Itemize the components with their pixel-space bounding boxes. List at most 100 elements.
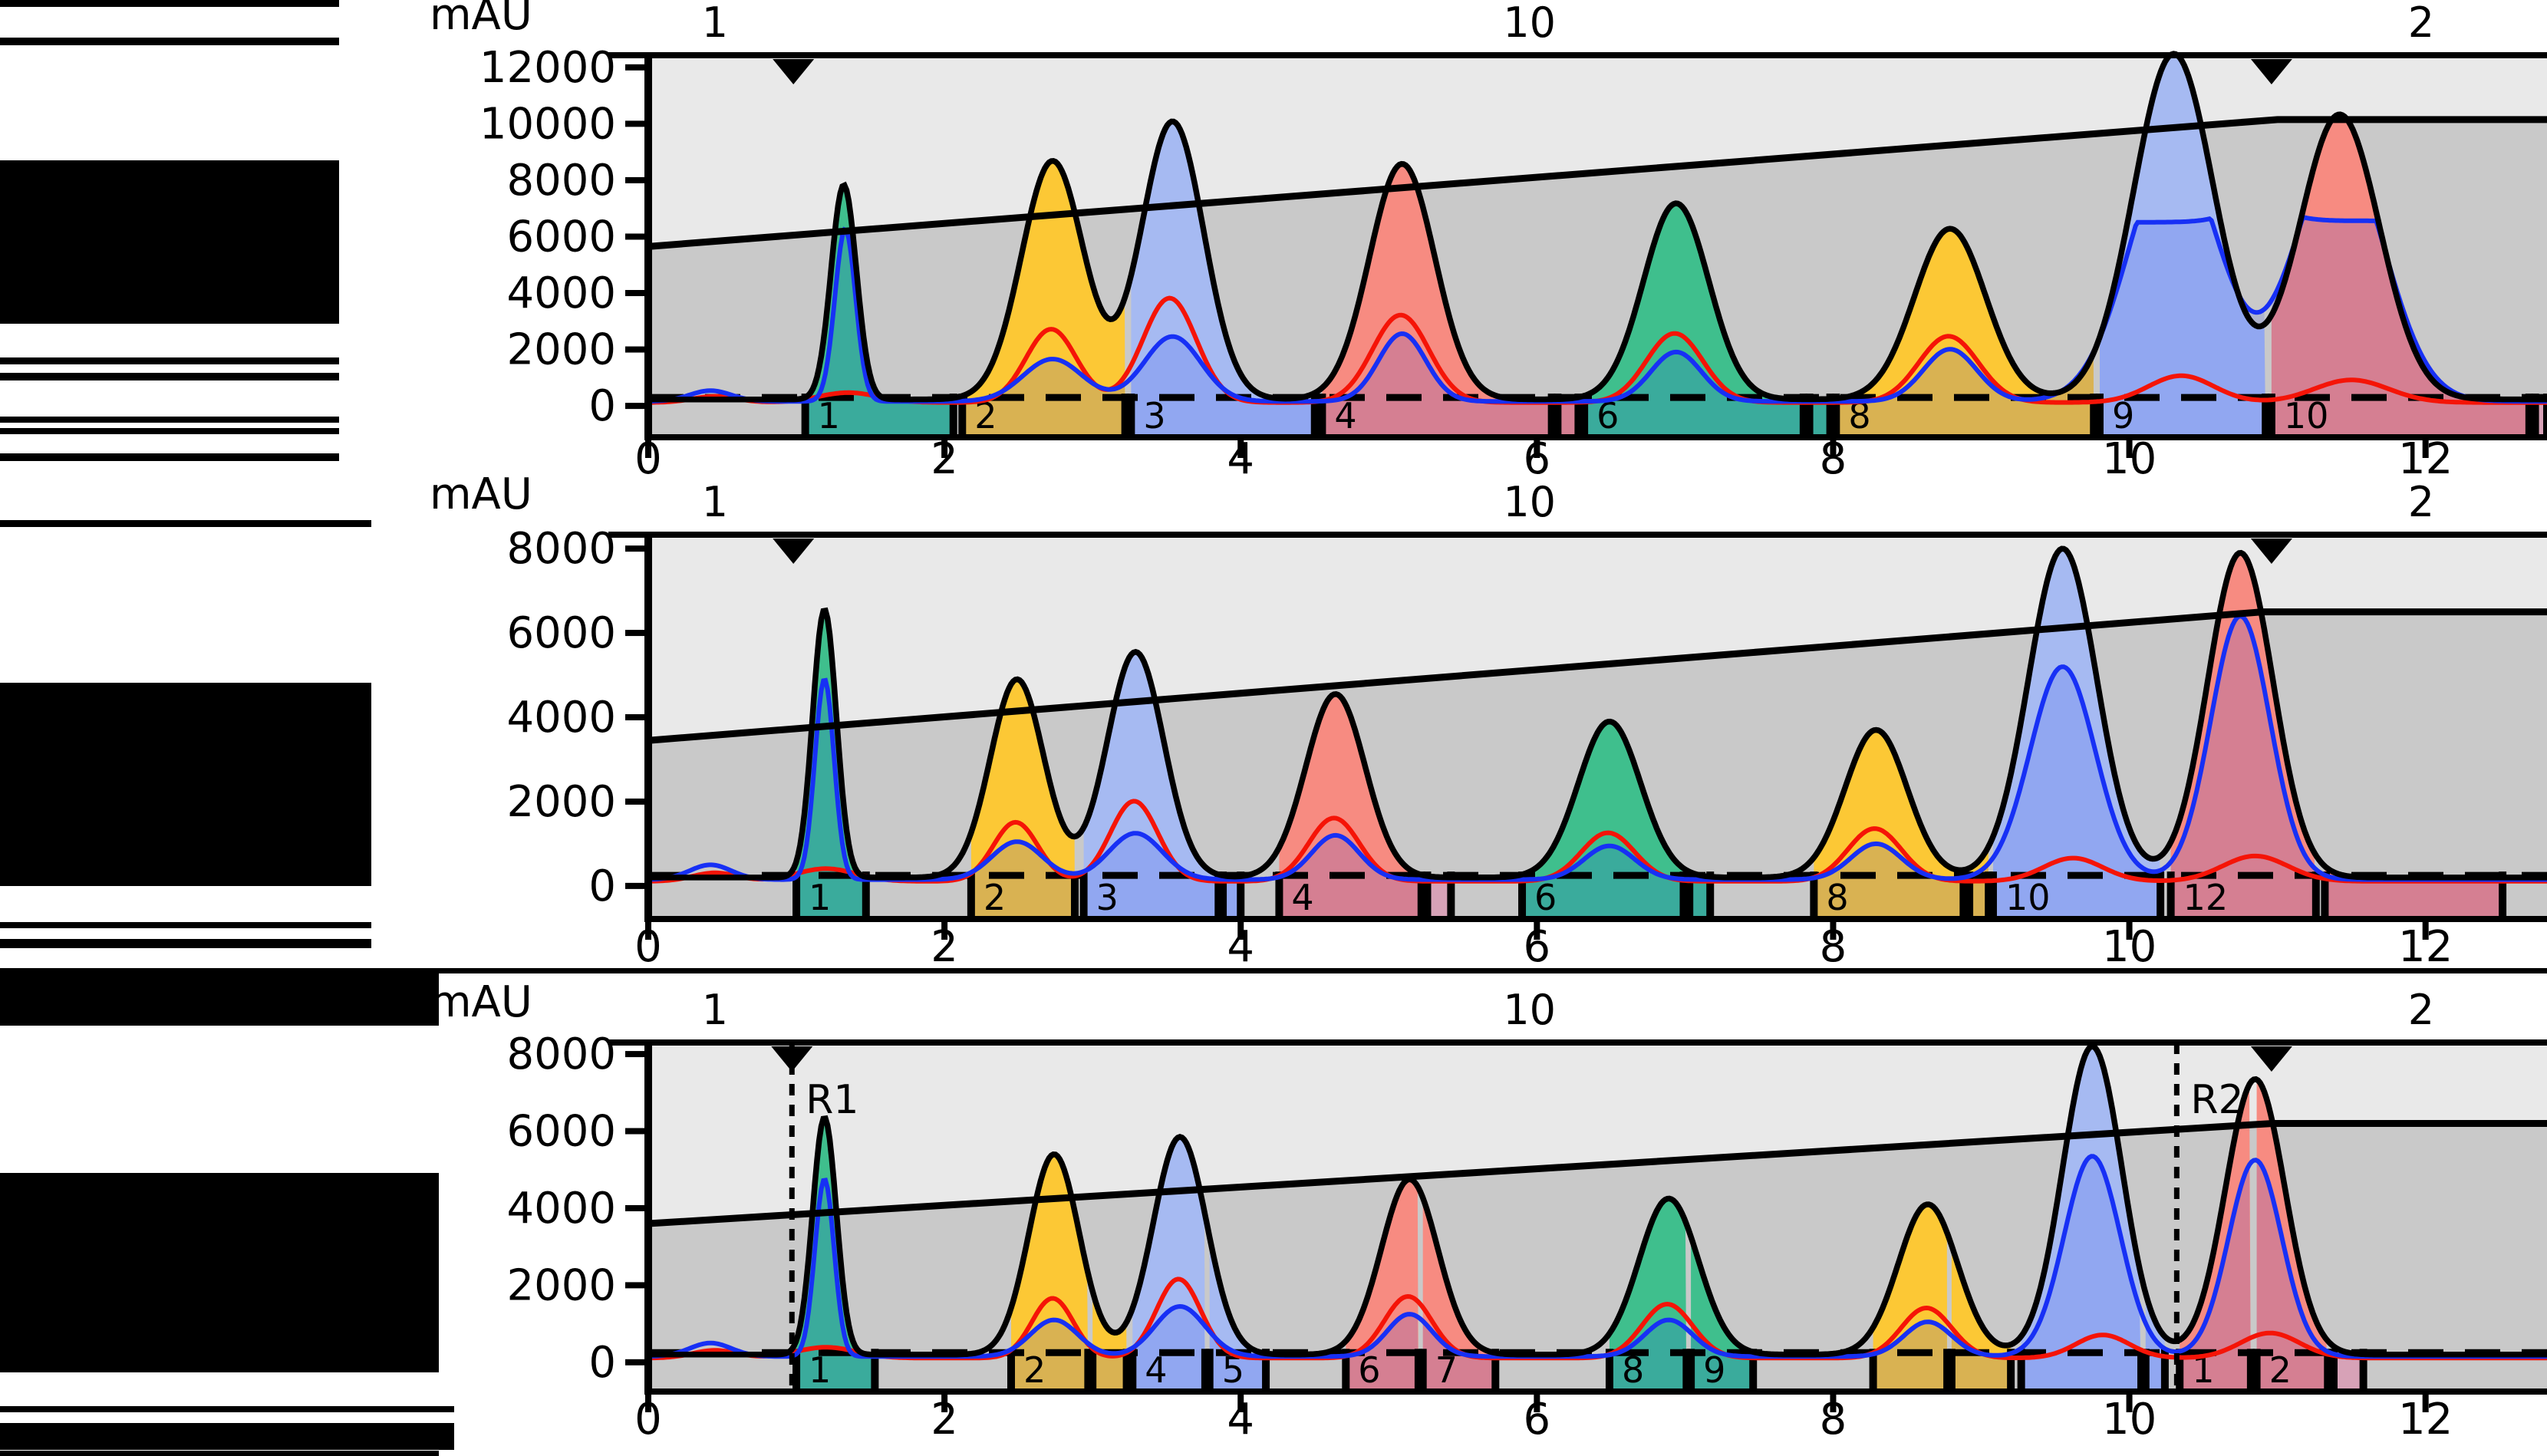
fraction-label: 1 xyxy=(818,395,840,436)
x-tick xyxy=(1830,1392,1837,1412)
fraction-fill-blue-tint xyxy=(805,229,954,435)
y-tick-label: 6000 xyxy=(506,212,616,262)
uv-blue-curve xyxy=(647,614,2547,882)
fraction-separator xyxy=(1121,394,1129,435)
x-tick-label: 2 xyxy=(931,434,958,476)
fraction-label: 7 xyxy=(1435,1349,1458,1391)
fraction-fill xyxy=(1346,1179,1418,1389)
fraction-fill-blue-tint xyxy=(1993,667,2161,917)
x-tick-label: 6 xyxy=(1524,434,1551,476)
fraction-separator xyxy=(1275,871,1283,917)
fraction-separator xyxy=(2321,871,2329,917)
y-axis-title: mAU xyxy=(430,476,532,519)
fraction-fill-blue-tint xyxy=(2170,616,2316,917)
fraction-fill-blue-tint xyxy=(1557,401,1579,435)
fraction-separator xyxy=(1869,1349,1877,1389)
fraction-fill xyxy=(2100,54,2266,435)
y-axis-title: mAU xyxy=(430,0,532,40)
chromatogram-panel-top-chromatogram[interactable]: 1 2 3 4 6 8 9 10 12000 10000 8000 6000 4000 2000 0 mAU 0… xyxy=(0,0,2547,476)
x-tick xyxy=(645,920,651,940)
x-tick-label: 6 xyxy=(1524,1395,1551,1444)
fraction-separator xyxy=(1749,1349,1758,1389)
fraction-separator xyxy=(792,1349,801,1389)
redacted-text-bar xyxy=(0,357,339,364)
gradient-line xyxy=(647,1119,2547,1227)
x-tick-label: 8 xyxy=(1820,922,1847,972)
fraction-fill-blue-tint xyxy=(796,680,866,917)
fraction-separator xyxy=(792,871,801,917)
x-tick-label: 10 xyxy=(2102,1395,2157,1444)
y-tick xyxy=(625,290,648,297)
x-tick-label: 0 xyxy=(634,922,662,972)
fraction-separator xyxy=(1799,394,1807,435)
y-axis-line xyxy=(644,1039,652,1392)
fraction-separator xyxy=(1205,1349,1214,1389)
fraction-separator xyxy=(958,394,967,435)
x-tick xyxy=(941,920,948,940)
y-tick-label: 0 xyxy=(588,1338,616,1388)
fraction-label: 4 xyxy=(1291,877,1313,918)
x-tick-label: 0 xyxy=(634,434,662,476)
fraction-label: 8 xyxy=(1826,877,1848,918)
fraction-label: 9 xyxy=(1703,1349,1725,1391)
y-tick xyxy=(625,233,648,240)
collection-marker-triangle xyxy=(2250,539,2292,564)
fraction-fill-blue-tint xyxy=(970,842,1075,917)
ruler-label: 10 xyxy=(1503,0,1556,47)
redacted-text-bar xyxy=(0,939,371,948)
x-tick xyxy=(1830,920,1837,940)
fraction-separator xyxy=(1491,1349,1500,1389)
collection-marker-triangle xyxy=(773,539,815,564)
fraction-separator xyxy=(1122,1349,1131,1389)
fraction-separator xyxy=(2324,1349,2332,1389)
fraction-label: 9 xyxy=(2112,395,2134,436)
fraction-fill-blue-tint xyxy=(1223,879,1241,917)
fraction-label: 2 xyxy=(984,877,1006,918)
redacted-text-bar xyxy=(0,973,439,1026)
fraction-fill xyxy=(1427,875,1451,917)
x-tick-label: 10 xyxy=(2102,434,2157,476)
fraction-separator xyxy=(1682,1349,1691,1389)
fraction-label: 4 xyxy=(1334,395,1356,436)
y-tick-label: 2000 xyxy=(506,325,616,375)
fraction-separator xyxy=(1574,394,1583,435)
fraction-fill-blue-tint xyxy=(2100,219,2266,435)
fraction-separator xyxy=(2262,394,2270,435)
x-tick-label: 0 xyxy=(634,1395,662,1444)
y-tick xyxy=(625,1128,648,1135)
y-tick xyxy=(625,1204,648,1211)
fraction-fill xyxy=(1131,121,1315,435)
x-tick-label: 2 xyxy=(931,1395,958,1444)
fraction-separator xyxy=(871,1349,879,1389)
y-tick-label: 2000 xyxy=(506,777,616,827)
y-tick xyxy=(625,798,648,805)
fraction-label: 2 xyxy=(2269,1349,2292,1391)
fraction-separator xyxy=(967,871,975,917)
fraction-separator xyxy=(1127,394,1135,435)
fraction-separator xyxy=(1318,394,1326,435)
fraction-separator xyxy=(2137,1349,2146,1389)
fraction-separator xyxy=(2543,394,2547,435)
x-tick-label: 2 xyxy=(931,922,958,972)
fraction-separator xyxy=(1417,871,1425,917)
fraction-separator xyxy=(1547,394,1556,435)
fraction-label: 2 xyxy=(1023,1349,1046,1391)
chromatogram-panel-bottom-chromatogram[interactable]: 1 2 4 5 6 7 8 9 1 2 R1 R2 8000 6000 4000 2000 0 mAU 0 2 4 6 8 1… xyxy=(0,975,2547,1456)
fraction-fill-blue-tint xyxy=(1689,879,1711,917)
total-signal-curve xyxy=(648,545,2547,881)
y-tick-label: 6000 xyxy=(506,608,616,658)
chromatogram-panel-middle-chromatogram[interactable]: 1 2 3 4 6 8 10 12 8000 6000 4000 2000 0 mAU 0 2 4 6 8 10 12 1… xyxy=(0,476,2547,975)
gradient-line xyxy=(647,116,2547,250)
y-tick xyxy=(625,1282,648,1289)
y-tick xyxy=(625,882,648,889)
fraction-fill xyxy=(1092,1291,1127,1389)
fraction-separator xyxy=(2176,1349,2184,1389)
fraction-separator xyxy=(949,394,957,435)
redacted-text-bar xyxy=(0,417,339,423)
fraction-separator xyxy=(2166,871,2175,917)
y-tick xyxy=(625,176,648,183)
redacted-text-bar xyxy=(0,373,339,380)
fraction-fill-blue-tint xyxy=(1814,843,1964,917)
y-tick-label: 10000 xyxy=(479,99,616,149)
fraction-fill-blue-tint xyxy=(2325,875,2503,917)
